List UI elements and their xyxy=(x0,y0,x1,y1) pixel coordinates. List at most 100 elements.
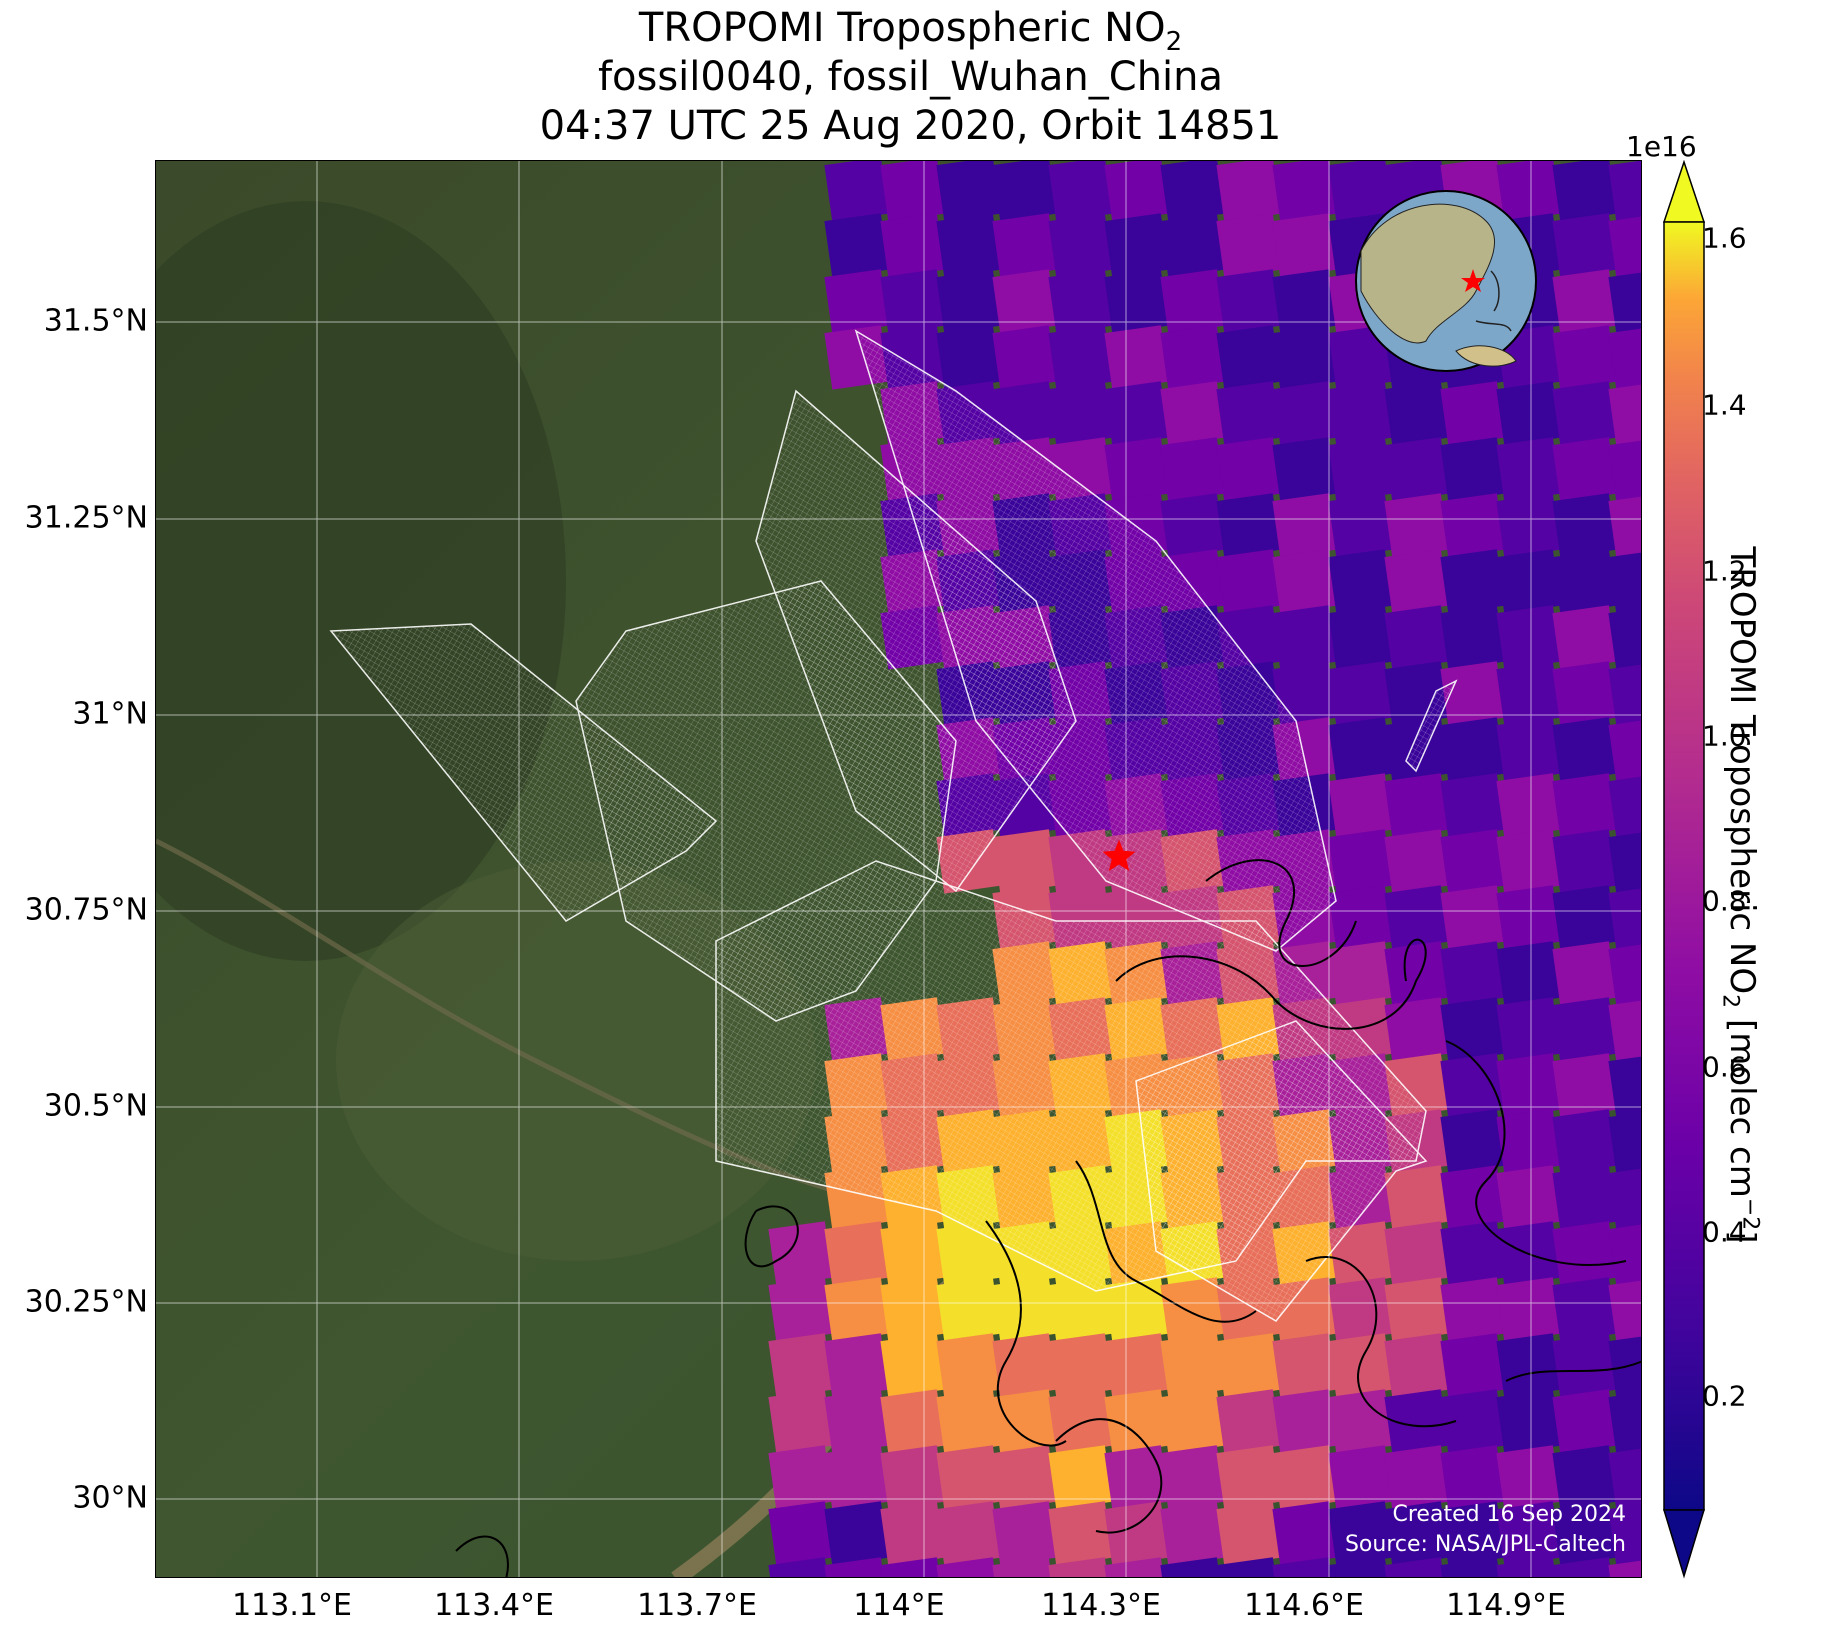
no2-pixel xyxy=(1384,997,1449,1062)
contour-9 xyxy=(455,1535,509,1577)
map-gridlines xyxy=(156,161,1641,1577)
no2-pixel xyxy=(1104,213,1169,278)
no2-pixel xyxy=(1328,1277,1393,1342)
no2-pixel xyxy=(992,269,1057,334)
no2-pixel xyxy=(1216,161,1281,222)
no2-pixel xyxy=(768,1501,833,1566)
no2-pixel xyxy=(1272,213,1337,278)
no2-pixel xyxy=(1272,1445,1337,1510)
no2-pixel xyxy=(1440,1445,1505,1510)
no2-pixel xyxy=(1496,773,1561,838)
no2-pixel xyxy=(936,1445,1001,1510)
no2-pixel xyxy=(1160,1501,1225,1566)
no2-pixel xyxy=(1496,437,1561,502)
no2-pixel xyxy=(1384,941,1449,1006)
no2-pixel xyxy=(1440,1389,1505,1454)
no2-pixel xyxy=(1496,941,1561,1006)
no2-pixel xyxy=(1160,325,1225,390)
title-main: TROPOMI Tropospheric NO xyxy=(638,5,1166,51)
no2-pixel xyxy=(1104,161,1169,222)
no2-pixel xyxy=(1496,1445,1561,1510)
no2-pixel xyxy=(1552,213,1617,278)
no2-pixel xyxy=(1384,885,1449,950)
no2-pixel xyxy=(1608,1333,1641,1398)
no2-pixel xyxy=(992,1501,1057,1566)
globe-target-star xyxy=(1461,269,1485,292)
no2-pixel xyxy=(1384,1389,1449,1454)
no2-pixel xyxy=(1160,437,1225,502)
no2-pixel xyxy=(1496,829,1561,894)
no2-pixel xyxy=(1160,493,1225,558)
no2-pixel xyxy=(1216,269,1281,334)
no2-pixel xyxy=(1440,1109,1505,1174)
colorbar-tick: 1.0 xyxy=(1702,719,1747,753)
no2-pixel xyxy=(992,1389,1057,1454)
colorbar xyxy=(1662,160,1706,1579)
no2-pixel xyxy=(992,1333,1057,1398)
no2-pixel xyxy=(1160,1389,1225,1454)
no2-pixel xyxy=(1552,493,1617,558)
contour-5 xyxy=(985,1220,1067,1447)
no2-pixel xyxy=(1440,941,1505,1006)
lon-tick-label: 114°E xyxy=(853,1588,945,1623)
contour-4 xyxy=(1075,1160,1257,1323)
no2-pixel xyxy=(1608,1053,1641,1118)
no2-pixel xyxy=(824,1221,889,1286)
globe-land-asia xyxy=(1360,203,1496,344)
no2-pixel xyxy=(1552,605,1617,670)
colorbar-tick: 0.4 xyxy=(1702,1215,1747,1249)
no2-pixel xyxy=(1160,269,1225,334)
no2-pixel xyxy=(1440,381,1505,446)
no2-pixel xyxy=(1496,1165,1561,1230)
no2-pixel xyxy=(1608,941,1641,1006)
no2-pixel xyxy=(1552,997,1617,1062)
no2-pixel xyxy=(1608,829,1641,894)
no2-pixel xyxy=(992,829,1057,894)
no2-pixel xyxy=(1496,717,1561,782)
no2-pixel xyxy=(1160,1445,1225,1510)
no2-pixel xyxy=(880,1333,945,1398)
map-canvas[interactable]: Created 16 Sep 2024 Source: NASA/JPL-Cal… xyxy=(156,161,1642,1578)
no2-pixel xyxy=(1328,549,1393,614)
no2-pixel xyxy=(1328,1501,1393,1566)
target-location-star xyxy=(1102,839,1136,871)
lon-tick-label: 114.6°E xyxy=(1244,1588,1364,1623)
no2-pixel xyxy=(1272,381,1337,446)
no2-pixel xyxy=(1440,1333,1505,1398)
no2-pixel xyxy=(880,161,945,222)
colorbar-exponent: 1e16 xyxy=(1626,130,1697,163)
no2-pixel xyxy=(1384,1333,1449,1398)
no2-pixel xyxy=(824,1501,889,1566)
no2-pixel xyxy=(992,161,1057,222)
no2-pixel xyxy=(1440,1053,1505,1118)
no2-pixel xyxy=(1552,1501,1617,1566)
contour-1 xyxy=(1205,859,1357,967)
no2-pixel xyxy=(1384,1445,1449,1510)
no2-pixel xyxy=(1608,1109,1641,1174)
no2-pixel xyxy=(1496,1277,1561,1342)
lat-tick-label: 31.5°N xyxy=(43,303,148,339)
no2-pixel xyxy=(1552,1109,1617,1174)
contour-7 xyxy=(1055,1418,1163,1534)
no2-pixel xyxy=(1552,885,1617,950)
no2-pixel xyxy=(1384,1277,1449,1342)
no2-pixel xyxy=(1216,213,1281,278)
no2-pixel xyxy=(1496,1109,1561,1174)
map-panel[interactable]: Created 16 Sep 2024 Source: NASA/JPL-Cal… xyxy=(155,160,1642,1578)
footprint-swath-4 xyxy=(854,329,1337,952)
no2-pixel xyxy=(1496,1389,1561,1454)
no2-pixel xyxy=(880,1221,945,1286)
no2-pixel xyxy=(1216,1389,1281,1454)
no2-pixel xyxy=(1272,1557,1337,1577)
no2-pixel xyxy=(936,325,1001,390)
no2-pixel xyxy=(1608,885,1641,950)
no2-pixel xyxy=(1552,1165,1617,1230)
no2-pixel xyxy=(1328,829,1393,894)
no2-pixel xyxy=(768,1277,833,1342)
no2-pixel xyxy=(936,269,1001,334)
no2-pixel xyxy=(936,1277,1001,1342)
no2-pixel xyxy=(1608,997,1641,1062)
lon-tick-label: 114.3°E xyxy=(1041,1588,1161,1623)
no2-pixel xyxy=(1104,1501,1169,1566)
no2-pixel xyxy=(1328,941,1393,1006)
